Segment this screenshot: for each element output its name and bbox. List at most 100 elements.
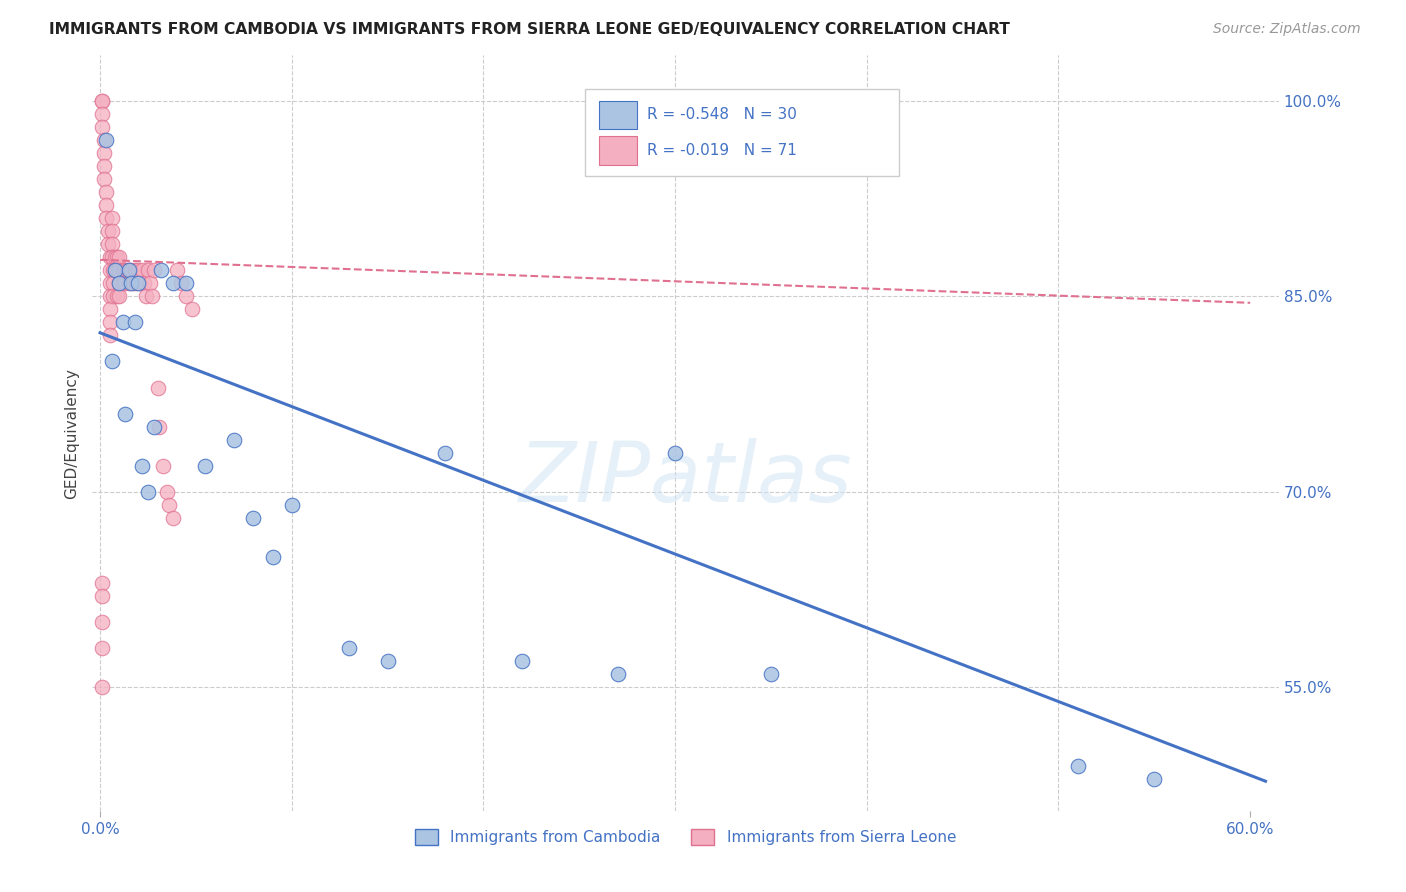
Point (114, 407, 136, 421)
Point (129, 277, 152, 291)
Point (131, 458, 153, 473)
Point (606, 667, 628, 681)
Point (100, 250, 122, 264)
Point (118, 263, 141, 277)
Point (114, 277, 136, 291)
Point (104, 263, 127, 277)
Point (157, 498, 180, 512)
Point (91, 615, 114, 630)
Point (114, 263, 136, 277)
Point (127, 277, 149, 291)
Point (127, 263, 149, 277)
Point (98, 263, 121, 277)
Point (166, 263, 188, 277)
Point (100, 237, 122, 252)
Bar (599, 136, 637, 165)
Point (152, 458, 174, 473)
Point (91, 94, 114, 108)
Point (131, 263, 153, 277)
Point (94, 133, 117, 147)
Y-axis label: GED/Equivalency: GED/Equivalency (65, 368, 79, 499)
Point (105, 289, 128, 303)
Point (134, 277, 156, 291)
Point (97, 224, 120, 238)
Text: Source: ZipAtlas.com: Source: ZipAtlas.com (1213, 22, 1361, 37)
FancyBboxPatch shape (585, 89, 900, 176)
Point (100, 211, 122, 225)
Point (262, 549, 284, 564)
Point (91, 120, 114, 134)
Point (98, 302, 121, 317)
Point (98, 328, 121, 343)
Point (281, 498, 304, 512)
Point (98, 277, 121, 291)
Point (94, 211, 117, 225)
Point (91, 94, 114, 108)
Point (112, 315, 135, 329)
Point (108, 277, 131, 291)
Point (146, 380, 169, 394)
Point (103, 289, 125, 303)
Point (1143, 772, 1166, 786)
Point (91, 681, 114, 695)
Point (118, 277, 141, 291)
Text: IMMIGRANTS FROM CAMBODIA VS IMMIGRANTS FROM SIERRA LEONE GED/EQUIVALENCY CORRELA: IMMIGRANTS FROM CAMBODIA VS IMMIGRANTS F… (49, 22, 1010, 37)
Point (94, 198, 117, 212)
Point (91, 576, 114, 591)
Point (169, 277, 191, 291)
Point (104, 250, 127, 264)
Point (337, 641, 360, 656)
Point (91, 107, 114, 121)
Point (104, 263, 127, 277)
Point (510, 654, 533, 668)
Point (91, 589, 114, 603)
Point (120, 263, 142, 277)
Point (93, 145, 115, 160)
Point (224, 433, 246, 447)
Point (115, 263, 138, 277)
Point (125, 277, 148, 291)
Point (105, 263, 128, 277)
Point (176, 277, 198, 291)
Text: R = -0.019   N = 71: R = -0.019 N = 71 (647, 143, 796, 158)
Point (93, 133, 115, 147)
Point (121, 277, 143, 291)
Point (150, 263, 173, 277)
Point (135, 289, 157, 303)
Text: R = -0.548   N = 30: R = -0.548 N = 30 (647, 107, 796, 122)
Point (156, 484, 179, 499)
Point (97, 237, 120, 252)
Point (98, 315, 121, 329)
Point (112, 263, 135, 277)
Point (141, 289, 163, 303)
Point (93, 172, 115, 186)
Point (664, 446, 686, 460)
Point (142, 263, 165, 277)
Point (112, 277, 135, 291)
Point (120, 277, 142, 291)
Legend: Immigrants from Cambodia, Immigrants from Sierra Leone: Immigrants from Cambodia, Immigrants fro… (415, 830, 956, 845)
Point (136, 484, 159, 499)
Point (103, 263, 125, 277)
Point (91, 641, 114, 656)
Point (93, 159, 115, 173)
Text: ZIPatlas: ZIPatlas (519, 438, 852, 519)
Point (108, 250, 131, 264)
Point (100, 224, 122, 238)
Bar (599, 101, 637, 129)
Point (94, 185, 117, 199)
Point (176, 289, 198, 303)
Point (124, 315, 146, 329)
Point (148, 419, 170, 434)
Point (139, 277, 162, 291)
Point (98, 289, 121, 303)
Point (181, 302, 204, 317)
Point (105, 250, 128, 264)
Point (242, 511, 264, 525)
Point (162, 511, 184, 525)
Point (100, 354, 122, 368)
Point (108, 277, 131, 291)
Point (103, 277, 125, 291)
Point (434, 446, 457, 460)
Point (1066, 758, 1088, 772)
